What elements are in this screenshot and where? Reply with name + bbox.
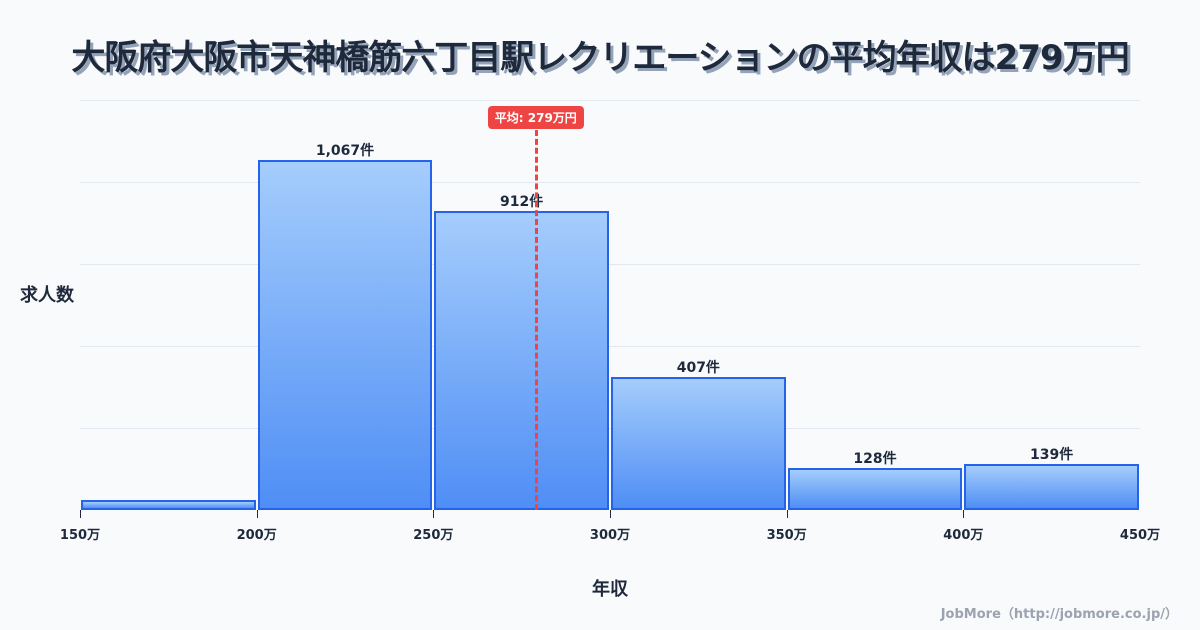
- x-tick-mark: [256, 510, 258, 518]
- histogram-bar: [434, 211, 609, 510]
- x-tick-mark: [786, 510, 788, 518]
- bar-value-label: 128件: [853, 451, 897, 467]
- x-tick-mark: [963, 510, 965, 518]
- histogram-bar: [787, 468, 963, 510]
- x-tick-label: 400万: [943, 528, 984, 543]
- x-tick-label: 250万: [413, 528, 454, 543]
- histogram-bar: [964, 464, 1139, 510]
- gridline: [80, 346, 1140, 347]
- x-tick-label: 350万: [766, 528, 807, 543]
- gridline: [80, 100, 1140, 101]
- histogram-bar: [81, 500, 256, 510]
- x-tick-mark: [80, 510, 81, 518]
- x-tick-label: 150万: [59, 528, 101, 543]
- x-tick-label: 450万: [1119, 528, 1161, 543]
- x-tick-label: 200万: [236, 528, 277, 543]
- y-axis-label: 求人数: [20, 285, 74, 306]
- bar-value-label: 1,067件: [315, 143, 375, 159]
- gridline: [80, 428, 1140, 429]
- bar-value-label: 407件: [676, 360, 720, 376]
- x-tick-label: 300万: [589, 528, 631, 543]
- average-badge: 平均: 279万円: [487, 106, 584, 129]
- x-tick-mark: [610, 510, 611, 518]
- histogram-bar: [611, 377, 786, 510]
- average-line: [534, 130, 538, 510]
- histogram-bar: [257, 160, 433, 510]
- gridline: [80, 264, 1140, 265]
- bar-value-label: 912件: [500, 194, 544, 210]
- source-credit: JobMore（http://jobmore.co.jp/）: [940, 607, 1178, 622]
- x-tick-mark: [433, 510, 435, 518]
- bar-value-label: 139件: [1030, 447, 1074, 463]
- gridline: [80, 182, 1140, 183]
- chart-title: 大阪府大阪市天神橋筋六丁目駅レクリエーションの平均年収は279万円: [71, 38, 1129, 78]
- x-axis-label: 年収: [592, 579, 628, 600]
